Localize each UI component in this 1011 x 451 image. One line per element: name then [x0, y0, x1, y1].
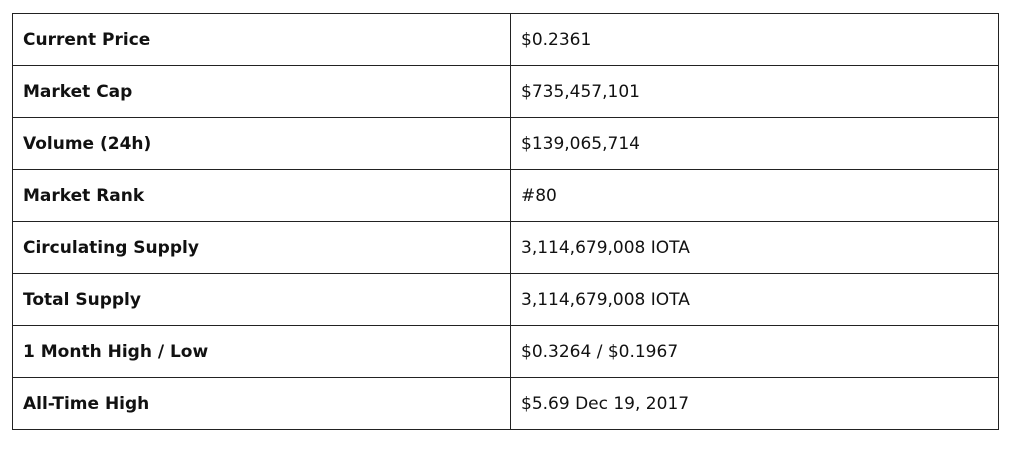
- table-row: 1 Month High / Low $0.3264 / $0.1967: [12, 325, 999, 378]
- stats-table: Current Price $0.2361 Market Cap $735,457,1…: [12, 13, 999, 430]
- row-label: Market Cap: [12, 65, 511, 118]
- row-label: All-Time High: [12, 377, 511, 430]
- row-value: $0.2361: [510, 13, 999, 66]
- row-label: Circulating Supply: [12, 221, 511, 274]
- row-value: $735,457,101: [510, 65, 999, 118]
- row-label: 1 Month High / Low: [12, 325, 511, 378]
- row-value: 3,114,679,008 IOTA: [510, 273, 999, 326]
- row-value: $139,065,714: [510, 117, 999, 170]
- table-row: Market Cap $735,457,101: [12, 65, 999, 118]
- table-row: All-Time High $5.69 Dec 19, 2017: [12, 377, 999, 430]
- row-value: $0.3264 / $0.1967: [510, 325, 999, 378]
- row-label: Market Rank: [12, 169, 511, 222]
- table-row: Total Supply 3,114,679,008 IOTA: [12, 273, 999, 326]
- table-row: Market Rank #80: [12, 169, 999, 222]
- row-label: Volume (24h): [12, 117, 511, 170]
- row-value: #80: [510, 169, 999, 222]
- row-value: 3,114,679,008 IOTA: [510, 221, 999, 274]
- row-value: $5.69 Dec 19, 2017: [510, 377, 999, 430]
- table-row: Current Price $0.2361: [12, 13, 999, 66]
- row-label: Total Supply: [12, 273, 511, 326]
- row-label: Current Price: [12, 13, 511, 66]
- table-row: Volume (24h) $139,065,714: [12, 117, 999, 170]
- table-row: Circulating Supply 3,114,679,008 IOTA: [12, 221, 999, 274]
